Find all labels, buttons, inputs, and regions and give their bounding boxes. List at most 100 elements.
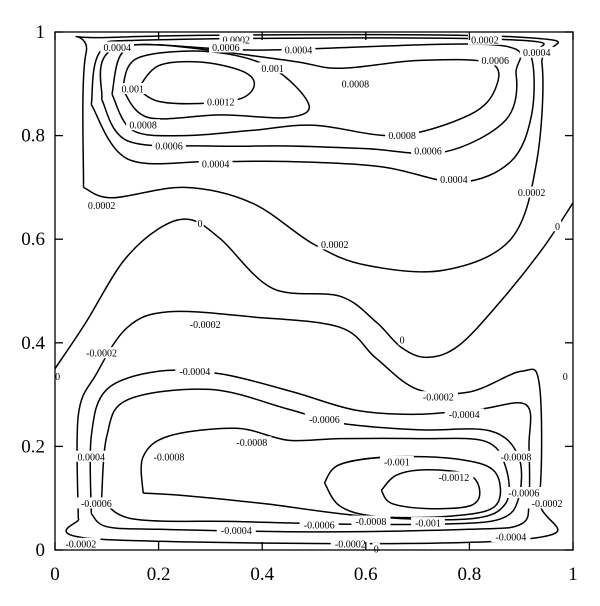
contour-label-bg: [478, 54, 513, 66]
x-tick-label: 0.4: [250, 564, 274, 585]
contour-label-bg: [561, 370, 569, 382]
contour-label: 0: [555, 222, 560, 233]
contour-label: 0.0012: [207, 97, 235, 108]
contour-label: -0.0002: [86, 349, 117, 360]
contour-label-bg: [175, 365, 215, 377]
contour-label: 0.0008: [129, 121, 157, 132]
contour-label-bg: [185, 318, 225, 330]
contour-label-bg: [53, 370, 62, 382]
contour-line-0.0012: [137, 60, 256, 105]
contour-label: 0.001: [261, 64, 284, 75]
contour-label-bg: [126, 119, 160, 131]
contour-line-0.0004: [90, 37, 545, 183]
contour-label: -0.0006: [309, 415, 340, 426]
x-tick-label: 0.2: [147, 564, 171, 585]
contour-label-bg: [351, 515, 391, 527]
contour-label-bg: [76, 497, 116, 509]
contour-label-bg: [504, 487, 544, 498]
contour-label-bg: [398, 334, 406, 346]
contour-label-bg: [82, 347, 122, 359]
contour-label: 0.0006: [482, 56, 510, 67]
contour-label: 0.0008: [388, 131, 416, 142]
contour-label: 0.0004: [285, 46, 313, 57]
x-tick-label: 0: [50, 564, 60, 585]
contour-label-bg: [496, 450, 536, 462]
contour-label-bg: [304, 413, 344, 425]
contour-label-bg: [380, 455, 414, 467]
contour-label: -0.0008: [356, 517, 387, 528]
contour-line--0.0004: [89, 369, 532, 533]
contour-label-bg: [258, 62, 287, 74]
contour-label: -0.0004: [221, 526, 252, 537]
x-tick-labels: 0 0.2 0.4 0.6 0.8 1: [50, 564, 578, 585]
contour-label-bg: [491, 531, 531, 542]
axis-ticks: [54, 31, 574, 551]
contour-label-bg: [74, 450, 109, 462]
contour-label: 0.0002: [471, 35, 499, 46]
y-tick-label: 0: [36, 540, 46, 561]
contour-label: 0.0006: [155, 142, 183, 153]
contour-label: 0: [198, 219, 203, 230]
contour-label-bg: [553, 220, 562, 232]
contour-label: 0.0002: [321, 240, 349, 251]
contour-label-bg: [149, 450, 189, 462]
contour-label: -0.0002: [423, 393, 454, 404]
contour-label: 0.0006: [414, 147, 442, 158]
contour-label: 0.0002: [518, 188, 546, 199]
y-tick-label: 0.4: [21, 333, 45, 354]
contour-label-bg: [317, 238, 352, 250]
contour-label-bg: [61, 537, 101, 549]
contour-label-bg: [514, 186, 549, 198]
contour-label: 0.0004: [523, 48, 551, 59]
contour-label-bg: [330, 537, 370, 549]
y-tick-label: 0.6: [21, 229, 45, 250]
contour-label: 0.0002: [88, 201, 116, 212]
contour-label-bg: [198, 158, 233, 170]
contour-label-bg: [434, 471, 474, 483]
contour-label: 0: [55, 372, 60, 383]
contour-label-bg: [84, 199, 119, 211]
contour-label-bg: [385, 129, 419, 141]
contour-label: -0.0002: [190, 320, 221, 331]
y-tick-label: 0.2: [21, 436, 45, 457]
contour-label-bg: [281, 44, 316, 56]
contour-label-bg: [100, 41, 135, 53]
contour-label: -0.001: [384, 457, 410, 468]
contour-label: -0.0012: [438, 473, 469, 484]
contour-lines: [54, 33, 574, 545]
contour-line-0.001: [121, 50, 311, 120]
contour-label-bg: [216, 524, 256, 536]
contour-label-bg: [444, 408, 484, 420]
contour-label-bg: [411, 145, 445, 157]
contour-label: 0.0004: [78, 452, 106, 463]
contour-line--0.0002: [65, 310, 559, 545]
contour-label-bg: [209, 41, 243, 53]
contour-label-bg: [372, 543, 380, 554]
contour-label-bg: [203, 95, 238, 107]
contour-label: 0: [400, 336, 405, 347]
contour-label: -0.0002: [532, 499, 563, 510]
contour-label: 0.0008: [342, 79, 370, 90]
contour-label-bg: [232, 436, 272, 448]
contour-label: 0.0004: [103, 43, 131, 54]
y-tick-label: 0.8: [21, 126, 45, 147]
contour-label: -0.0008: [236, 438, 267, 449]
contour-line-0.0006: [99, 43, 522, 155]
contour-label: -0.001: [415, 519, 441, 530]
contour-line--0.0006: [100, 388, 523, 526]
x-tick-label: 1: [568, 564, 578, 585]
contour-label: 0.0004: [202, 160, 230, 171]
x-tick-label: 0.6: [354, 564, 378, 585]
contour-label: -0.0004: [449, 410, 480, 421]
contour-line--0.0008: [140, 427, 510, 521]
contour-line-0: [54, 202, 574, 370]
contour-label-bg: [196, 217, 204, 229]
contour-label-bg: [418, 391, 458, 403]
contour-label-bg: [118, 83, 147, 94]
contour-label: 0.0002: [223, 35, 251, 46]
contour-line--0.0012: [380, 468, 481, 510]
contour-label-bg: [219, 33, 254, 45]
contour-label: -0.0004: [495, 533, 526, 544]
